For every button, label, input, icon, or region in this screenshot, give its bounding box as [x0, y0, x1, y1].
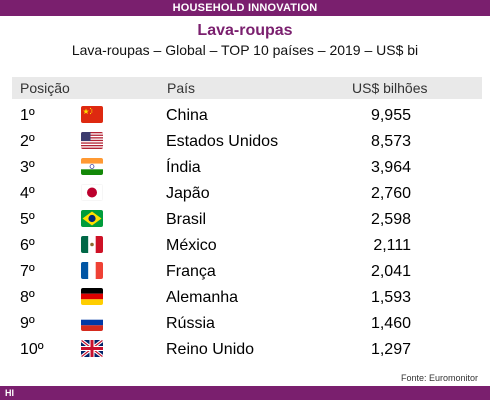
page-subtitle: Lava-roupas – Global – TOP 10 países – 2…: [71, 42, 419, 58]
germany-flag-icon: [81, 288, 103, 305]
row-value: 2,760: [370, 185, 411, 202]
row-position: 6º: [20, 237, 35, 254]
row-country: França: [166, 263, 216, 280]
japan-flag-icon: [81, 184, 103, 201]
france-flag-icon: [81, 262, 103, 279]
row-value: 1,460: [370, 315, 411, 332]
column-header-country: País: [167, 80, 196, 96]
row-country: Estados Unidos: [166, 133, 279, 150]
table-row: 5º Brasil 2,598: [0, 207, 490, 233]
mexico-flag-icon: [81, 236, 103, 253]
table-row: 10º Reino Unido 1,297: [0, 337, 490, 363]
table-row: 4º Japão 2,760: [0, 181, 490, 207]
row-position: 3º: [20, 159, 35, 176]
table-row: 7º França 2,041: [0, 259, 490, 285]
usa-flag-icon: [81, 132, 103, 149]
table-row: 8º Alemanha 1,593: [0, 285, 490, 311]
row-country: Japão: [166, 185, 210, 202]
footer-bar: HI: [0, 386, 490, 400]
table-row: 6º México 2,111: [0, 233, 490, 259]
page-title: Lava-roupas: [197, 22, 293, 39]
footer-logo: HI: [5, 388, 14, 398]
row-position: 9º: [20, 315, 35, 332]
row-value: 2,111: [373, 237, 411, 254]
row-value: 8,573: [370, 133, 411, 150]
row-position: 1º: [20, 107, 35, 124]
uk-flag-icon: [81, 340, 103, 357]
row-country: Índia: [166, 159, 201, 176]
row-country: Reino Unido: [166, 341, 255, 358]
source-note: Fonte: Euromonitor: [400, 373, 478, 383]
row-position: 7º: [20, 263, 35, 280]
india-flag-icon: [81, 158, 103, 175]
row-value: 9,955: [370, 107, 411, 124]
row-value: 3,964: [370, 159, 411, 176]
russia-flag-icon: [81, 314, 103, 331]
ranking-table: 1º China 9,955 2º Estados Unidos 8,573 3…: [0, 103, 490, 363]
china-flag-icon: [81, 106, 103, 123]
table-row: 2º Estados Unidos 8,573: [0, 129, 490, 155]
column-header-value: US$ bilhões: [352, 80, 428, 96]
row-position: 5º: [20, 211, 35, 228]
row-country: Brasil: [166, 211, 207, 228]
row-value: 1,297: [370, 341, 411, 358]
brand-bar: HOUSEHOLD INNOVATION: [0, 0, 490, 16]
row-position: 2º: [20, 133, 35, 150]
column-header-position: Posição: [20, 80, 70, 96]
table-row: 9º Rússia 1,460: [0, 311, 490, 337]
row-position: 10º: [20, 341, 44, 358]
row-country: China: [166, 107, 208, 124]
brazil-flag-icon: [81, 210, 103, 227]
row-country: Alemanha: [166, 289, 239, 306]
row-country: México: [166, 237, 217, 254]
row-position: 8º: [20, 289, 35, 306]
table-row: 1º China 9,955: [0, 103, 490, 129]
table-header: Posição País US$ bilhões: [12, 77, 482, 99]
row-value: 2,041: [370, 263, 411, 280]
row-value: 1,593: [370, 289, 411, 306]
row-country: Rússia: [166, 315, 215, 332]
table-row: 3º Índia 3,964: [0, 155, 490, 181]
row-position: 4º: [20, 185, 35, 202]
row-value: 2,598: [370, 211, 411, 228]
